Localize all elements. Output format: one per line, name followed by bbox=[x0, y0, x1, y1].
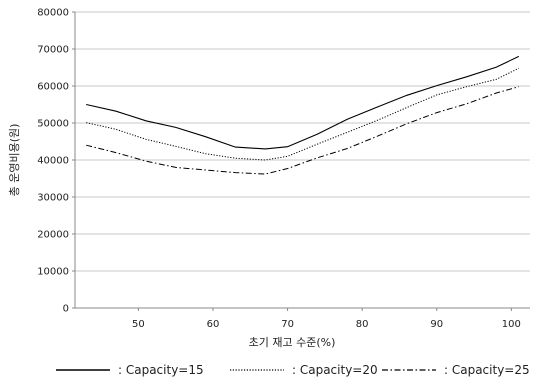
y-tick-label: 0 bbox=[63, 304, 69, 315]
y-tick-label: 70000 bbox=[37, 45, 69, 56]
y-tick-label: 40000 bbox=[37, 156, 69, 167]
x-tick-label: 50 bbox=[132, 319, 145, 330]
legend-label-3: : Capacity=25 bbox=[444, 363, 530, 377]
x-tick-label: 90 bbox=[430, 319, 443, 330]
legend-label-1: : Capacity=15 bbox=[118, 363, 204, 377]
legend-label-2: : Capacity=20 bbox=[292, 363, 378, 377]
series-line-3 bbox=[86, 86, 519, 175]
tick-labels: 0 10000 20000 30000 40000 50000 60000 70000 8000… bbox=[37, 8, 521, 331]
y-tick-label: 80000 bbox=[37, 8, 69, 19]
y-tick-label: 20000 bbox=[37, 230, 69, 241]
x-axis-title: 초기 재고 수준(%) bbox=[249, 336, 336, 349]
y-axis-title: 총 운영비용(원) bbox=[8, 124, 21, 197]
x-tick-label: 70 bbox=[281, 319, 294, 330]
y-tick-label: 30000 bbox=[37, 193, 69, 204]
gridlines bbox=[75, 11, 530, 272]
series-line-1 bbox=[86, 55, 520, 150]
legend: : Capacity=15 : Capacity=20 : Capacity=25 bbox=[56, 363, 530, 377]
series-line-2 bbox=[86, 67, 520, 161]
series-lines bbox=[86, 55, 520, 175]
y-tick-label: 50000 bbox=[37, 119, 69, 130]
y-tick-label: 60000 bbox=[37, 82, 69, 93]
y-tick-label: 10000 bbox=[37, 267, 69, 278]
x-tick-label: 80 bbox=[356, 319, 369, 330]
x-tick-label: 60 bbox=[207, 319, 220, 330]
x-tick-label: 100 bbox=[502, 319, 521, 330]
axes bbox=[72, 11, 530, 311]
